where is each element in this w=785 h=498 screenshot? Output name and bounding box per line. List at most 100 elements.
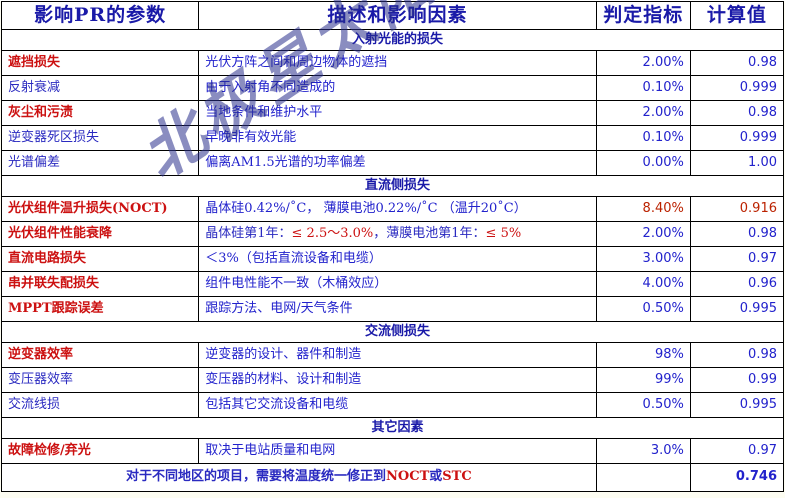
section-blank-cell [0,417,199,439]
total-label: 对于不同地区的项目，需要将温度统一修正到NOCT或STC [1,463,597,492]
table-row: 反射衰减 由于入射角不同造成的 0.10% 0.999 [0,75,785,101]
table-row: 直流电路损失 ＜3%（包括直流设备和电缆） 3.00% 0.97 [0,246,785,272]
param-metric: 2.00% [595,50,691,76]
table-row: 交流线损 包括其它交流设备和电缆 0.50% 0.995 [0,392,785,418]
param-metric: 2.00% [595,100,691,126]
section-spacer-metric [596,417,691,439]
param-metric: 2.00% [595,221,691,247]
param-name: 故障检修/弃光 [0,438,200,464]
param-description: 由于入射角不同造成的 [198,75,597,101]
column-header-3: 计算值 [689,1,785,30]
param-description: 光伏方阵之间和周边物体的遮挡 [198,50,597,76]
param-value: 0.916 [689,196,785,222]
param-name: 逆变器死区损失 [0,125,200,151]
section-spacer-metric [596,321,691,343]
param-description: 逆变器的设计、器件和制造 [198,342,597,368]
param-name: 反射衰减 [0,75,200,101]
param-value: 0.98 [689,221,785,247]
total-row: 对于不同地区的项目，需要将温度统一修正到NOCT或STC 0.746 [1,463,785,492]
section-header-row: 交流侧损失 [0,321,785,343]
param-value: 0.999 [689,125,785,151]
param-value: 1.00 [689,150,785,176]
table-row: 逆变器效率 逆变器的设计、器件和制造 98% 0.98 [0,342,785,368]
param-name: MPPT跟踪误差 [0,296,200,322]
param-description: 包括其它交流设备和电缆 [198,392,597,418]
param-description: 取决于电站质量和电网 [198,438,597,464]
param-value: 0.995 [689,296,785,322]
section-spacer-value [690,321,785,343]
param-description: 早晚非有效光能 [198,125,597,151]
param-name: 光伏组件性能衰降 [0,221,200,247]
param-description: ＜3%（包括直流设备和电缆） [198,246,597,272]
param-value: 0.98 [689,100,785,126]
param-value: 0.999 [689,75,785,101]
column-header-0: 影响PR的参数 [0,1,200,30]
param-metric: 0.00% [595,150,691,176]
param-description: 晶体硅第1年：≤ 2.5～3.0%，薄膜电池第1年：≤ 5% [198,221,597,247]
param-name: 灰尘和污渍 [0,100,200,126]
table-row: 光伏组件温升损失(NOCT) 晶体硅0.42%/˚C， 薄膜电池0.22%/˚C … [0,196,785,222]
section-header-row: 其它因素 [0,417,785,439]
param-value: 0.97 [689,438,785,464]
param-name: 串并联失配损失 [0,271,200,297]
param-metric: 0.50% [595,296,691,322]
section-spacer-value [690,175,785,197]
param-value: 0.98 [689,342,785,368]
section-spacer-metric [596,29,691,51]
param-name: 变压器效率 [0,367,200,393]
table-row: 逆变器死区损失 早晚非有效光能 0.10% 0.999 [0,125,785,151]
column-header-1: 描述和影响因素 [198,1,597,30]
section-spacer-metric [596,175,691,197]
section-header-row: 入射光能的损失 [0,29,785,51]
section-header-row: 直流侧损失 [0,175,785,197]
table-row: 串并联失配损失 组件电性能不一致（木桶效应） 4.00% 0.96 [0,271,785,297]
total-metric-blank [595,463,691,492]
param-description: 当地条件和维护水平 [198,100,597,126]
section-title: 直流侧损失 [198,175,597,197]
param-value: 0.99 [689,367,785,393]
column-header-2: 判定指标 [595,1,691,30]
param-name: 直流电路损失 [0,246,200,272]
param-metric: 0.50% [595,392,691,418]
param-metric: 99% [595,367,691,393]
param-metric: 4.00% [595,271,691,297]
section-title: 其它因素 [198,417,597,439]
section-title: 入射光能的损失 [198,29,597,51]
param-name: 逆变器效率 [0,342,200,368]
param-metric: 98% [595,342,691,368]
param-description: 晶体硅0.42%/˚C， 薄膜电池0.22%/˚C （温升20˚C） [198,196,597,222]
param-name: 光谱偏差 [0,150,200,176]
param-metric: 3.00% [595,246,691,272]
table-row: 光谱偏差 偏离AM1.5光谱的功率偏差 0.00% 1.00 [0,150,785,176]
param-metric: 0.10% [595,125,691,151]
param-description: 变压器的材料、设计和制造 [198,367,597,393]
table-row: 光伏组件性能衰降 晶体硅第1年：≤ 2.5～3.0%，薄膜电池第1年：≤ 5% 2.… [0,221,785,247]
param-description: 偏离AM1.5光谱的功率偏差 [198,150,597,176]
table-row: MPPT跟踪误差 跟踪方法、电网/天气条件 0.50% 0.995 [0,296,785,322]
param-name: 遮挡损失 [0,50,200,76]
param-value: 0.98 [689,50,785,76]
section-spacer-value [690,29,785,51]
param-description: 跟踪方法、电网/天气条件 [198,296,597,322]
table-row: 遮挡损失 光伏方阵之间和周边物体的遮挡 2.00% 0.98 [0,50,785,76]
section-title: 交流侧损失 [198,321,597,343]
param-name: 交流线损 [0,392,200,418]
param-name: 光伏组件温升损失(NOCT) [0,196,200,222]
param-metric: 3.0% [595,438,691,464]
table-row: 故障检修/弃光 取决于电站质量和电网 3.0% 0.97 [0,438,785,464]
table-row: 灰尘和污渍 当地条件和维护水平 2.00% 0.98 [0,100,785,126]
param-metric: 8.40% [595,196,691,222]
param-value: 0.995 [689,392,785,418]
section-blank-cell [0,175,199,197]
param-description: 组件电性能不一致（木桶效应） [198,271,597,297]
section-blank-cell [0,321,199,343]
section-spacer-value [690,417,785,439]
param-value: 0.96 [689,271,785,297]
page-footer-fill [0,492,785,498]
param-value: 0.97 [689,246,785,272]
table-row: 变压器效率 变压器的材料、设计和制造 99% 0.99 [0,367,785,393]
section-blank-cell [0,29,199,51]
param-metric: 0.10% [595,75,691,101]
